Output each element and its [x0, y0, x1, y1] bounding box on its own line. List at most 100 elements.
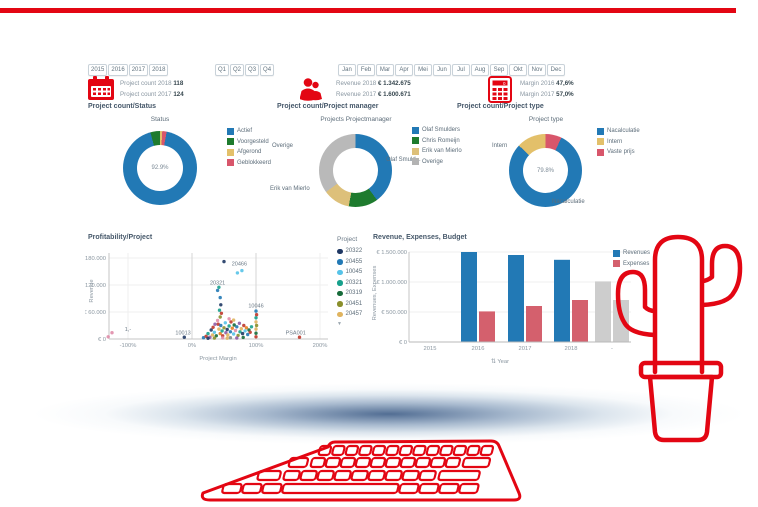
profitability-scatter-chart[interactable]: € 0 € 60.000 € 120.000 € 180.000 -100% 0% 100%… [85, 243, 360, 368]
type-label-intern: Intern [492, 143, 508, 149]
kpi-line: Revenue 2018 € 1.342.675 [336, 80, 411, 87]
legend-swatch [613, 260, 620, 268]
legend-item-20455[interactable]: 20455 [337, 257, 362, 268]
legend-item-20321[interactable]: 20321 [337, 278, 362, 289]
revenue-bar-chart[interactable]: € 0 € 500.000 € 1.000.000 € 1.500.000 2015 20… [365, 243, 650, 373]
legend-item-20319[interactable]: 20319 [337, 288, 362, 299]
legend-swatch [597, 148, 604, 156]
top-accent-bar [0, 8, 736, 13]
legend-item-nacalculatie[interactable]: Nacalculatie [597, 126, 640, 137]
month-button-sep[interactable]: Sep [490, 64, 508, 76]
svg-text:€ 500.000: € 500.000 [381, 310, 407, 316]
type-donut-center-label: 79.8% [536, 167, 554, 174]
kpi-line: Project count 2017 124 [120, 91, 184, 98]
legend-swatch [227, 148, 234, 156]
legend-swatch [412, 147, 419, 155]
month-button-mei[interactable]: Mei [414, 64, 432, 76]
status-donut-title: Status [150, 116, 170, 123]
legend-item-10045[interactable]: 10045 [337, 267, 362, 278]
month-button-jun[interactable]: Jun [433, 64, 451, 76]
legend-swatch [412, 158, 419, 166]
bar-chart-legend: Revenues Expenses [613, 248, 650, 269]
legend-item-expenses[interactable]: Expenses [613, 259, 650, 270]
manager-label-erik: Erik van Mierlo [270, 186, 310, 192]
svg-text:-: - [611, 346, 613, 352]
status-donut-chart[interactable]: 92.9% [123, 131, 197, 205]
manager-label-overige: Overige [272, 143, 294, 149]
kpi-line: Revenue 2017 € 1.600.671 [336, 91, 411, 98]
legend-swatch [337, 301, 343, 307]
svg-text:2015: 2015 [424, 346, 437, 352]
legend-swatch [337, 280, 343, 286]
svg-text:100%: 100% [249, 343, 264, 349]
legend-label: 10045 [345, 269, 363, 276]
svg-text:€ 0: € 0 [399, 340, 407, 346]
legend-item-20322[interactable]: 20322 [337, 246, 362, 257]
year-button-2018[interactable]: 2018 [149, 64, 169, 76]
scatter-legend: Project 20322 20455 10045 20321 20319 20451 20… [337, 236, 362, 327]
calendar-icon [88, 76, 114, 100]
month-button-dec[interactable]: Dec [547, 64, 565, 76]
person-icon [300, 78, 322, 101]
type-donut-hole [523, 148, 568, 193]
legend-item-revenues[interactable]: Revenues [613, 248, 650, 259]
month-button-feb[interactable]: Feb [357, 64, 375, 76]
legend-item-voorgesteld[interactable]: Voorgesteld [227, 137, 271, 148]
legend-more-icon[interactable]: ▼ [337, 320, 342, 327]
legend-item-afgerond[interactable]: Afgerond [227, 147, 271, 158]
month-button-apr[interactable]: Apr [395, 64, 413, 76]
svg-text:0: 0 [503, 81, 506, 86]
svg-text:€ 1.500.000: € 1.500.000 [376, 250, 407, 256]
scatter-legend-title: Project [337, 236, 358, 243]
type-label-nacalculatie: Nacalculatie [552, 199, 585, 205]
legend-item-actief[interactable]: Actief [227, 126, 271, 137]
legend-item-vaste-prijs[interactable]: Vaste prijs [597, 147, 640, 158]
svg-text:⇅ Year: ⇅ Year [491, 359, 509, 365]
svg-text:20321: 20321 [210, 281, 225, 287]
month-button-jul[interactable]: Jul [452, 64, 470, 76]
type-donut-chart[interactable]: 79.8% [509, 134, 582, 207]
legend-item-chris-romeijn[interactable]: Chris Romeijn [412, 136, 462, 147]
quarter-button-q2[interactable]: Q2 [230, 64, 245, 76]
month-button-okt[interactable]: Okt [509, 64, 527, 76]
svg-text:€ 120.000: € 120.000 [85, 283, 106, 289]
legend-label: Nacalculatie [607, 128, 640, 135]
legend-item-20457[interactable]: 20457 [337, 309, 362, 320]
svg-text:2016: 2016 [472, 346, 485, 352]
svg-text:€ 60.000: € 60.000 [85, 310, 106, 316]
project-count-kpi: Project count 2018 118 Project count 2017… [120, 78, 184, 100]
quarter-button-q4[interactable]: Q4 [260, 64, 275, 76]
legend-label: 20457 [345, 311, 363, 318]
manager-donut-hole [333, 148, 378, 193]
svg-text:10046: 10046 [248, 304, 263, 310]
kpi-line: Margin 2016 47,6% [520, 80, 574, 87]
legend-item-overige[interactable]: Overige [412, 157, 462, 168]
type-legend: Nacalculatie Intern Vaste prijs [597, 126, 640, 158]
quarter-button-q1[interactable]: Q1 [215, 64, 230, 76]
year-button-2017[interactable]: 2017 [128, 64, 149, 76]
quarter-button-q3[interactable]: Q3 [245, 64, 260, 76]
legend-swatch [337, 269, 343, 275]
legend-swatch [597, 138, 604, 146]
manager-donut-chart[interactable] [319, 134, 392, 207]
calculator-icon: 0 [488, 76, 512, 103]
year-button-2015[interactable]: 2015 [88, 64, 108, 76]
year-button-2016[interactable]: 2016 [108, 64, 128, 76]
legend-swatch [337, 290, 343, 296]
legend-item-intern[interactable]: Intern [597, 137, 640, 148]
legend-item-erik-van-mierlo[interactable]: Erik van Mierlo [412, 146, 462, 157]
type-donut-title: Project type [528, 116, 564, 123]
quarter-filter: Q1 Q2 Q3 Q4 [215, 58, 275, 76]
legend-item-olaf-smulders[interactable]: Olaf Smulders [412, 125, 462, 136]
legend-swatch [227, 138, 234, 146]
month-button-nov[interactable]: Nov [528, 64, 546, 76]
legend-swatch [412, 126, 419, 134]
legend-item-20451[interactable]: 20451 [337, 299, 362, 310]
legend-label: Expenses [623, 260, 650, 267]
legend-label: Revenues [623, 250, 651, 257]
revenue-kpi: Revenue 2018 € 1.342.675 Revenue 2017 € 1… [336, 78, 411, 100]
legend-item-geblokkeerd[interactable]: Geblokkeerd [227, 158, 271, 169]
month-button-mar[interactable]: Mar [376, 64, 394, 76]
month-button-jan[interactable]: Jan [338, 64, 356, 76]
month-button-aug[interactable]: Aug [471, 64, 489, 76]
